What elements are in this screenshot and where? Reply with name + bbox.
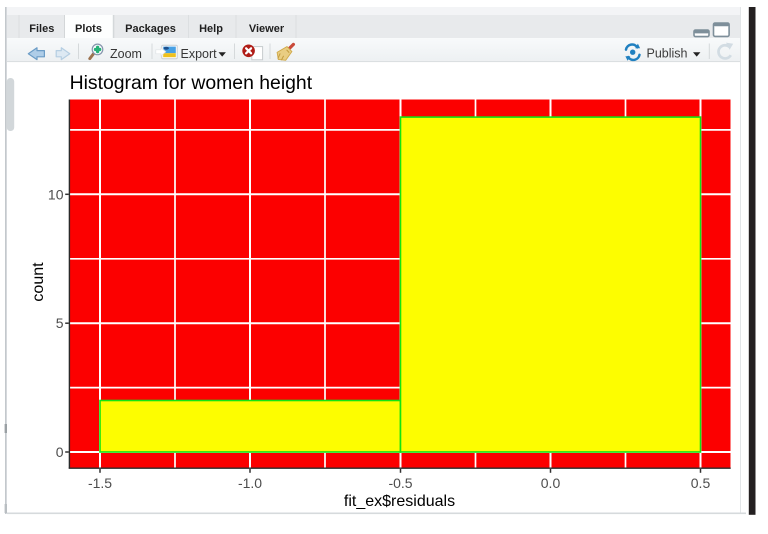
svg-text:Zoom: Zoom bbox=[110, 47, 142, 61]
svg-text:-1.0: -1.0 bbox=[238, 475, 262, 491]
svg-text:fit_ex$residuals: fit_ex$residuals bbox=[344, 493, 455, 510]
svg-text:-1.5: -1.5 bbox=[88, 475, 112, 491]
svg-text:Publish: Publish bbox=[647, 47, 688, 61]
svg-text:count: count bbox=[30, 262, 47, 302]
svg-text:5: 5 bbox=[56, 315, 64, 331]
svg-text:Export: Export bbox=[181, 47, 218, 61]
svg-text:0.5: 0.5 bbox=[691, 475, 711, 491]
svg-text:Plots: Plots bbox=[75, 23, 102, 35]
svg-text:Histogram for women height: Histogram for women height bbox=[70, 72, 313, 94]
svg-text:Help: Help bbox=[199, 23, 223, 35]
svg-text:Viewer: Viewer bbox=[249, 23, 285, 35]
svg-text:0.0: 0.0 bbox=[541, 475, 561, 491]
svg-text:-0.5: -0.5 bbox=[388, 475, 412, 491]
svg-text:10: 10 bbox=[48, 186, 64, 202]
svg-text:Packages: Packages bbox=[125, 23, 176, 35]
svg-text:Files: Files bbox=[29, 23, 54, 35]
svg-text:0: 0 bbox=[56, 444, 64, 460]
